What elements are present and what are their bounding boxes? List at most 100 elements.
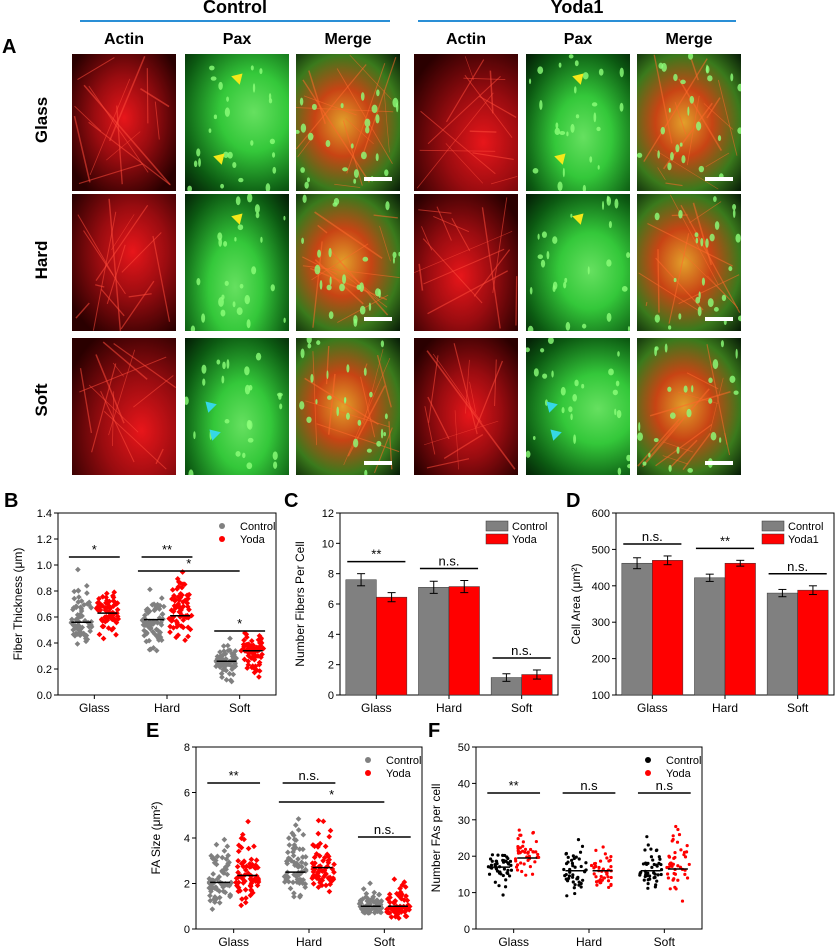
data-point-E	[248, 887, 254, 893]
y-axis-label-C: Number Fibers Per Cell	[293, 541, 307, 666]
x-tick-label-E: Soft	[374, 935, 396, 946]
y-tick-label-D: 400	[592, 581, 610, 593]
data-point-F	[658, 857, 662, 861]
group-title-control: Control	[203, 0, 267, 17]
data-point-F	[571, 880, 575, 884]
data-point-F	[489, 863, 494, 867]
data-point-F	[503, 885, 508, 889]
data-point-E	[357, 903, 364, 910]
legend-label-F: Control	[666, 755, 701, 767]
data-point-F	[594, 848, 598, 852]
significance-label-B: **	[162, 542, 172, 557]
data-point-E	[226, 882, 233, 889]
data-point-B	[219, 674, 225, 681]
data-point-E	[242, 886, 249, 893]
data-point-F	[566, 855, 570, 859]
data-point-E	[221, 836, 228, 843]
data-point-E	[402, 913, 409, 919]
col-title-pax-yoda: Pax	[563, 31, 593, 48]
data-point-F	[571, 854, 575, 858]
scale-bar	[705, 317, 733, 321]
data-point-F	[595, 883, 599, 887]
data-point-E	[284, 874, 291, 880]
data-point-B	[167, 623, 173, 630]
data-point-F	[607, 885, 611, 890]
data-point-E	[248, 856, 255, 863]
data-point-E	[206, 875, 213, 882]
legend-label-C: Yoda	[512, 534, 538, 546]
data-point-F	[523, 847, 528, 852]
legend-label-F: Yoda	[666, 768, 692, 780]
micrograph-control-hard-merge	[296, 194, 400, 331]
data-point-E	[318, 867, 325, 874]
data-point-F	[502, 867, 507, 871]
data-point-E	[287, 885, 294, 892]
data-point-F	[570, 861, 575, 865]
bar-C	[448, 586, 480, 696]
data-point-E	[331, 861, 337, 868]
y-tick-label-F: 0	[464, 924, 470, 936]
data-point-E	[286, 842, 293, 848]
data-point-F	[671, 878, 675, 882]
data-point-E	[209, 906, 216, 913]
data-point-E	[309, 860, 316, 867]
data-point-E	[326, 833, 333, 840]
scale-bar	[364, 177, 392, 181]
data-point-E	[387, 899, 393, 906]
data-point-F	[673, 855, 677, 860]
significance-label-E: **	[229, 768, 239, 783]
x-tick-label-E: Hard	[296, 935, 322, 946]
data-point-E	[300, 877, 307, 883]
y-tick-label-D: 200	[592, 654, 610, 666]
data-point-E	[322, 843, 329, 850]
data-point-F	[487, 872, 492, 876]
data-point-F	[593, 861, 598, 866]
data-point-E	[298, 859, 305, 866]
data-point-B	[145, 609, 151, 616]
data-point-E	[302, 881, 309, 887]
legend-label-B: Yoda	[240, 534, 266, 546]
data-point-E	[241, 878, 248, 885]
data-point-E	[234, 863, 241, 870]
data-point-E	[210, 855, 217, 862]
data-point-F	[524, 873, 528, 877]
data-point-B	[73, 630, 79, 637]
data-point-F	[685, 876, 690, 880]
data-point-F	[497, 871, 502, 875]
data-point-F	[607, 859, 611, 863]
y-tick-label-F: 20	[458, 851, 470, 863]
data-point-F	[501, 873, 505, 878]
x-tick-label-C: Soft	[511, 701, 533, 715]
data-point-F	[567, 876, 571, 881]
data-point-E	[401, 897, 408, 903]
y-tick-label-E: 2	[184, 879, 190, 891]
data-point-F	[577, 883, 581, 887]
y-tick-label-B: 0.0	[37, 690, 52, 702]
data-point-F	[666, 872, 670, 876]
significance-label-F: **	[509, 778, 519, 793]
data-point-E	[376, 891, 382, 898]
data-point-E	[311, 854, 318, 861]
data-point-F	[654, 883, 658, 887]
data-point-B	[158, 595, 165, 601]
data-point-F	[516, 836, 520, 841]
x-tick-label-B: Soft	[229, 701, 251, 715]
data-point-F	[509, 868, 514, 872]
data-point-F	[594, 864, 598, 869]
data-point-B	[96, 595, 102, 602]
data-point-F	[505, 871, 509, 875]
data-point-F	[649, 855, 654, 859]
data-point-F	[517, 828, 521, 832]
significance-label-B: *	[237, 616, 242, 631]
y-tick-label-F: 30	[458, 815, 470, 827]
y-tick-label-C: 8	[328, 569, 334, 581]
data-point-B	[88, 604, 94, 611]
data-point-E	[293, 860, 300, 867]
data-point-F	[651, 858, 655, 862]
data-point-F	[676, 878, 680, 882]
data-point-E	[300, 831, 307, 838]
data-point-E	[391, 876, 398, 883]
data-point-F	[645, 835, 649, 839]
data-point-F	[672, 871, 676, 876]
x-tick-label-B: Glass	[79, 701, 110, 715]
